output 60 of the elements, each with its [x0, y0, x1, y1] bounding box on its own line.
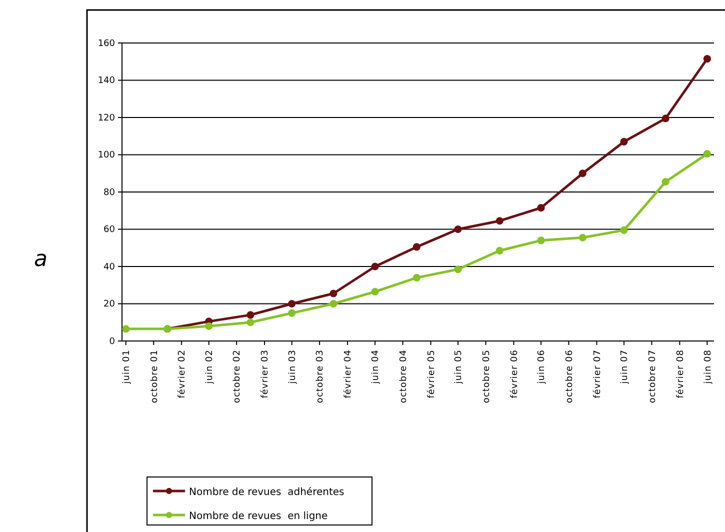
legend-label: Nombre de revues en ligne: [189, 511, 328, 522]
x-tick-label: juin 07: [620, 350, 630, 385]
point: [537, 236, 545, 244]
point: [537, 204, 545, 212]
x-tick-label: octobre 02: [232, 350, 243, 404]
text: a: [34, 247, 48, 272]
point: [578, 234, 586, 242]
x-tick-label: février 08: [674, 350, 686, 398]
point: [205, 322, 213, 330]
point: [246, 311, 254, 319]
x-tick-label: juin 03: [288, 350, 298, 385]
x-tick-label: juin 06: [537, 350, 548, 385]
point: [620, 138, 628, 146]
x-tick-label: octobre 06: [564, 350, 575, 404]
y-tick-label: 20: [104, 300, 116, 310]
point: [454, 225, 462, 234]
y-tick-label: 80: [104, 188, 116, 198]
x-tick-label: février 03: [260, 350, 271, 398]
legend-label: Nombre de revues adhérentes: [189, 487, 344, 498]
point: [703, 55, 711, 63]
x-tick-label: juin 04: [371, 350, 382, 385]
y-tick-label: 120: [98, 113, 116, 124]
point: [330, 290, 338, 298]
y-tick-label: 0: [109, 336, 116, 347]
x-tick-label: février 06: [508, 350, 520, 398]
point: [288, 309, 296, 317]
y-tick-label: 40: [104, 262, 116, 272]
point: [703, 150, 711, 158]
x-tick-label: février 05: [426, 350, 437, 398]
y-tick-label: 100: [98, 150, 116, 161]
x-tick-label: février 02: [176, 350, 188, 398]
point: [578, 170, 586, 178]
point: [412, 243, 420, 251]
x-tick-label: juin 08: [703, 350, 714, 385]
point: [330, 300, 338, 308]
x-tick-label: juin 02: [204, 350, 215, 385]
x-tick-label: octobre 01: [150, 350, 160, 404]
point: [288, 300, 296, 308]
x-tick-label: juin 01: [122, 350, 132, 385]
x-tick-label: octobre 04: [398, 350, 409, 404]
point: [412, 274, 420, 282]
point: [371, 262, 379, 270]
point: [496, 246, 504, 254]
x-tick-label: octobre 05: [482, 350, 492, 404]
x-tick-label: octobre 03: [316, 350, 326, 404]
point: [662, 178, 670, 186]
x-tick-label: février 04: [342, 350, 354, 398]
point: [246, 318, 254, 326]
y-tick-label: 60: [104, 225, 116, 236]
point: [122, 325, 130, 333]
y-tick-label: 140: [98, 76, 116, 86]
y-tick-label: 160: [98, 38, 116, 49]
point: [454, 266, 462, 274]
x-tick-label: juin 05: [454, 350, 464, 385]
point: [371, 288, 379, 296]
point: [620, 226, 628, 234]
x-tick-label: octobre 07: [648, 350, 658, 404]
x-tick-label: février 07: [592, 350, 603, 398]
point: [662, 114, 670, 122]
point: [496, 217, 504, 225]
